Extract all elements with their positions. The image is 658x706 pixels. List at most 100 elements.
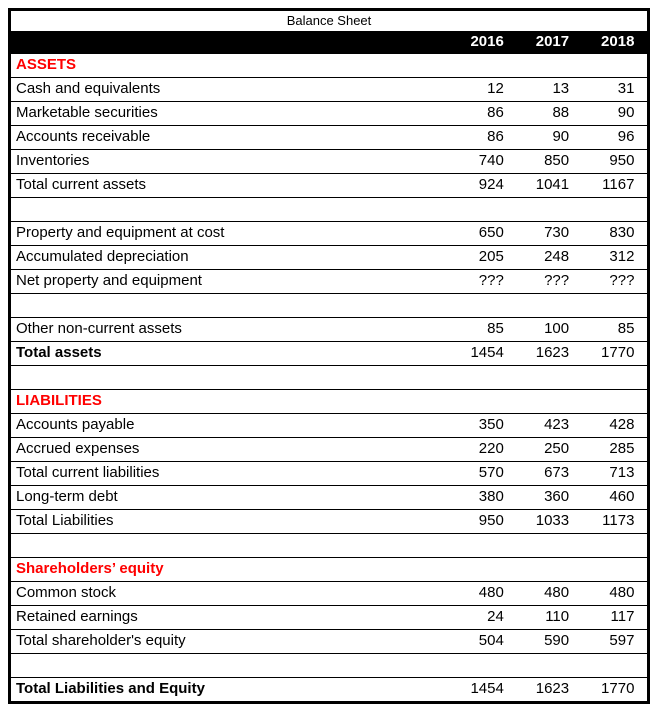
table-row: Property and equipment at cost 650 730 8… <box>9 221 649 246</box>
table-row: Inventories 740 850 950 <box>9 149 649 174</box>
cell-2018: 1770 <box>573 341 639 366</box>
cell-2018 <box>573 653 639 678</box>
cell-2017: 590 <box>507 629 574 654</box>
row-label: Total assets <box>9 341 443 366</box>
cell-2016: 86 <box>442 101 508 126</box>
row-label: Cash and equivalents <box>9 77 443 102</box>
row-label: Shareholders’ equity <box>9 557 443 582</box>
cell-2016: ??? <box>442 269 508 294</box>
year-column-header-2017: 2017 <box>507 31 574 54</box>
cell-2018: ??? <box>573 269 639 294</box>
cell-2016 <box>442 365 508 390</box>
table-row: Common stock 480 480 480 <box>9 581 649 606</box>
cell-2016: 480 <box>442 581 508 606</box>
table-row: Accumulated depreciation 205 248 312 <box>9 245 649 270</box>
cell-2016: 504 <box>442 629 508 654</box>
row-label: Inventories <box>9 149 443 174</box>
row-spacer <box>638 581 649 606</box>
table-row: Accounts receivable 86 90 96 <box>9 125 649 150</box>
cell-2017 <box>507 557 574 582</box>
cell-2016: 570 <box>442 461 508 486</box>
cell-2016: 950 <box>442 509 508 534</box>
cell-2016: 24 <box>442 605 508 630</box>
row-label: Total Liabilities and Equity <box>9 677 443 703</box>
row-label: Accounts receivable <box>9 125 443 150</box>
year-header-empty-cell <box>9 31 443 54</box>
cell-2017 <box>507 293 574 318</box>
row-spacer <box>638 629 649 654</box>
cell-2016: 380 <box>442 485 508 510</box>
cell-2017: 480 <box>507 581 574 606</box>
cell-2017: 423 <box>507 413 574 438</box>
row-label: Net property and equipment <box>9 269 443 294</box>
cell-2017: 850 <box>507 149 574 174</box>
row-label: Total Liabilities <box>9 509 443 534</box>
cell-2016 <box>442 53 508 78</box>
row-spacer <box>638 341 649 366</box>
cell-2017: ??? <box>507 269 574 294</box>
cell-2016 <box>442 557 508 582</box>
table-row: Total current liabilities 570 673 713 <box>9 461 649 486</box>
cell-2018: 117 <box>573 605 639 630</box>
cell-2016: 1454 <box>442 677 508 703</box>
row-label <box>9 197 443 222</box>
cell-2017: 1623 <box>507 341 574 366</box>
row-spacer <box>638 149 649 174</box>
table-row: Total Liabilities 950 1033 1173 <box>9 509 649 534</box>
row-label: Accounts payable <box>9 413 443 438</box>
row-spacer <box>638 125 649 150</box>
row-label: Total current liabilities <box>9 461 443 486</box>
table-row: Long-term debt 380 360 460 <box>9 485 649 510</box>
row-spacer <box>638 173 649 198</box>
cell-2017 <box>507 533 574 558</box>
cell-2017: 88 <box>507 101 574 126</box>
cell-2018 <box>573 533 639 558</box>
cell-2017: 673 <box>507 461 574 486</box>
row-spacer <box>638 269 649 294</box>
cell-2016: 740 <box>442 149 508 174</box>
table-row <box>9 533 649 558</box>
cell-2016: 220 <box>442 437 508 462</box>
balance-sheet-table: Balance Sheet 2016 2017 2018 ASSETS Cash… <box>8 8 650 704</box>
row-spacer <box>638 413 649 438</box>
table-body: ASSETS Cash and equivalents 12 13 31 Mar… <box>9 53 649 703</box>
cell-2017: 1041 <box>507 173 574 198</box>
table-row <box>9 365 649 390</box>
row-spacer <box>638 533 649 558</box>
row-spacer <box>638 461 649 486</box>
cell-2017: 90 <box>507 125 574 150</box>
cell-2016: 350 <box>442 413 508 438</box>
table-row <box>9 653 649 678</box>
row-label: Marketable securities <box>9 101 443 126</box>
row-spacer <box>638 293 649 318</box>
table-row: ASSETS <box>9 53 649 78</box>
table-row <box>9 293 649 318</box>
cell-2018: 1167 <box>573 173 639 198</box>
row-spacer <box>638 317 649 342</box>
cell-2016: 86 <box>442 125 508 150</box>
table-row: Shareholders’ equity <box>9 557 649 582</box>
table-title-row: Balance Sheet <box>9 9 649 32</box>
cell-2018 <box>573 365 639 390</box>
table-row: Retained earnings 24 110 117 <box>9 605 649 630</box>
cell-2016 <box>442 653 508 678</box>
cell-2018: 713 <box>573 461 639 486</box>
row-spacer <box>638 389 649 414</box>
row-label: Accumulated depreciation <box>9 245 443 270</box>
cell-2016 <box>442 389 508 414</box>
table-row: Marketable securities 86 88 90 <box>9 101 649 126</box>
table-row: LIABILITIES <box>9 389 649 414</box>
cell-2018: 480 <box>573 581 639 606</box>
row-label: Total current assets <box>9 173 443 198</box>
cell-2016 <box>442 533 508 558</box>
row-label: Common stock <box>9 581 443 606</box>
cell-2018: 1770 <box>573 677 639 703</box>
table-row: Other non-current assets 85 100 85 <box>9 317 649 342</box>
cell-2018: 830 <box>573 221 639 246</box>
row-spacer <box>638 605 649 630</box>
row-spacer <box>638 77 649 102</box>
table-row <box>9 197 649 222</box>
row-label: Property and equipment at cost <box>9 221 443 246</box>
row-spacer <box>638 53 649 78</box>
cell-2018: 31 <box>573 77 639 102</box>
